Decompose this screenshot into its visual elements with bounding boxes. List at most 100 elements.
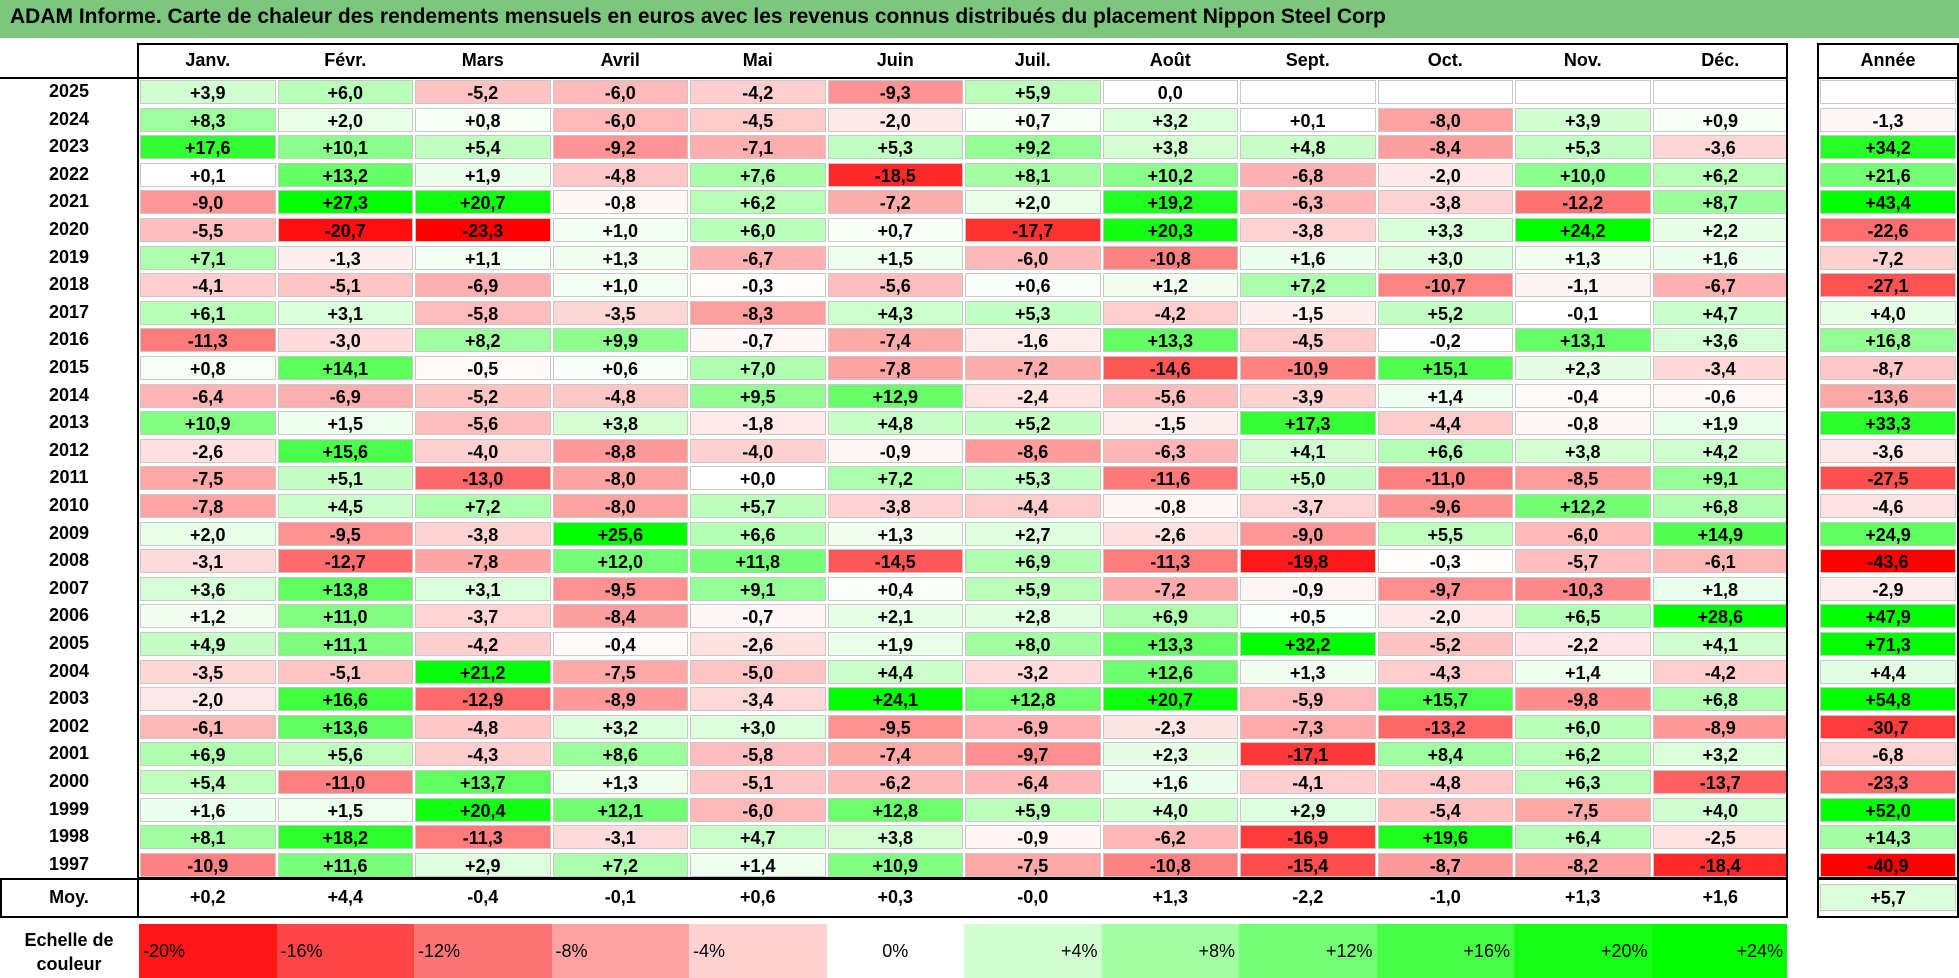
- row-year-label: 2006: [48, 605, 90, 626]
- heatmap-cell: +18,2: [277, 825, 413, 850]
- annual-cell: -13,6: [1820, 383, 1956, 408]
- heatmap-cell: -2,3: [1102, 714, 1238, 739]
- heatmap-cell: +16,6: [277, 687, 413, 712]
- average-cell: +4,4: [327, 887, 364, 907]
- heatmap-cell: -11,3: [1102, 549, 1238, 574]
- heatmap-cell: -6,4: [140, 383, 276, 408]
- row-year-label: 2013: [48, 412, 90, 433]
- heatmap-cell: +1,5: [277, 797, 413, 822]
- heatmap-cell: -11,3: [140, 328, 276, 353]
- heatmap-cell: -13,2: [1377, 714, 1513, 739]
- row-year-label: 2012: [48, 439, 90, 460]
- column-header: Mai: [742, 50, 773, 70]
- heatmap-cell: -10,7: [1377, 273, 1513, 298]
- heatmap-cell: -6,0: [552, 80, 688, 104]
- heatmap-cell: +0,4: [827, 576, 963, 601]
- scale-cell: +24%: [1651, 924, 1787, 978]
- heatmap-cell: +6,2: [1515, 742, 1651, 767]
- heatmap-cell: +5,3: [965, 300, 1101, 325]
- heatmap-cell: +6,2: [690, 190, 826, 215]
- heatmap-cell: -8,3: [690, 300, 826, 325]
- average-cell: -1,0: [1429, 887, 1461, 907]
- annual-cell: -40,9: [1820, 852, 1956, 877]
- chart-title: ADAM Informe. Carte de chaleur des rende…: [10, 5, 1386, 28]
- heatmap-cell: +1,5: [827, 245, 963, 270]
- heatmap-cell: +27,3: [277, 190, 413, 215]
- heatmap-cell: +3,8: [1102, 135, 1238, 160]
- annual-cell: -8,7: [1820, 356, 1956, 380]
- heatmap-cell: +1,3: [827, 521, 963, 546]
- scale-label: Echelle de couleur: [24, 930, 114, 974]
- heatmap-cell: -0,4: [1515, 383, 1651, 408]
- row-year-label: 1999: [48, 798, 90, 819]
- heatmap-cell: +0,0: [690, 466, 826, 491]
- heatmap-cell: +5,3: [827, 135, 963, 160]
- heatmap-cell: -7,2: [827, 190, 963, 215]
- column-header: Févr.: [324, 50, 367, 70]
- heatmap-cell: +1,3: [552, 770, 688, 794]
- heatmap-cell: -9,7: [965, 742, 1101, 767]
- heatmap-cell: -5,1: [277, 659, 413, 684]
- annual-cell: -30,7: [1820, 714, 1956, 739]
- heatmap-cell: -3,4: [1652, 356, 1788, 380]
- heatmap-cell: -2,0: [1377, 162, 1513, 187]
- heatmap-cell: +25,6: [552, 521, 688, 546]
- heatmap-cell: -5,9: [1240, 687, 1376, 712]
- heatmap-cell: -8,7: [1377, 852, 1513, 877]
- heatmap-cell: +13,1: [1515, 328, 1651, 353]
- heatmap-cell: -7,3: [1240, 714, 1376, 739]
- heatmap-cell: -7,5: [552, 659, 688, 684]
- heatmap-cell: -7,1: [690, 135, 826, 160]
- heatmap-cell: +2,7: [965, 521, 1101, 546]
- heatmap-cell: +5,4: [415, 135, 551, 160]
- row-year-label: 2011: [49, 467, 89, 488]
- annual-cell: -6,8: [1820, 742, 1956, 767]
- heatmap-cell: -9,5: [277, 521, 413, 546]
- heatmap-cell: -5,2: [415, 80, 551, 104]
- heatmap-cell: -11,0: [1377, 466, 1513, 491]
- heatmap-cell: +3,0: [690, 714, 826, 739]
- heatmap-cell: -0,7: [690, 328, 826, 353]
- average-cell: +1,3: [1152, 887, 1189, 907]
- heatmap-cell: -3,7: [1240, 494, 1376, 518]
- heatmap-cell: -1,5: [1240, 300, 1376, 325]
- heatmap-cell: -7,8: [827, 356, 963, 380]
- row-year-label: 2002: [48, 715, 90, 736]
- heatmap-cell: -8,2: [1515, 852, 1651, 877]
- heatmap-cell: -0,6: [1652, 383, 1788, 408]
- heatmap-cell: -1,6: [965, 328, 1101, 353]
- average-row-label: Moy.: [49, 887, 89, 907]
- heatmap-cell: -17,1: [1240, 742, 1376, 767]
- heatmap-cell: -0,9: [965, 825, 1101, 850]
- heatmap-cell: -4,0: [415, 438, 551, 463]
- heatmap-cell: +0,8: [140, 356, 276, 380]
- heatmap-cell: +4,8: [827, 411, 963, 436]
- heatmap-cell: -12,9: [415, 687, 551, 712]
- heatmap-cell: +10,0: [1515, 162, 1651, 187]
- heatmap-cell: -4,2: [690, 80, 826, 104]
- heatmap-cell: -3,8: [827, 494, 963, 518]
- heatmap-cell: +24,1: [827, 687, 963, 712]
- heatmap-cell: +7,6: [690, 162, 826, 187]
- heatmap-cell: +5,5: [1377, 521, 1513, 546]
- heatmap-cell: +2,2: [1652, 218, 1788, 242]
- heatmap-cell: +7,2: [415, 494, 551, 518]
- heatmap-cell: +1,9: [827, 632, 963, 656]
- heatmap-cell: +1,3: [1515, 245, 1651, 270]
- heatmap-cell: +17,6: [140, 135, 276, 160]
- scale-cell: +16%: [1376, 924, 1514, 978]
- heatmap-cell: +3,1: [415, 576, 551, 601]
- heatmap-cell: -13,7: [1652, 770, 1788, 794]
- heatmap-cell: +1,8: [1652, 576, 1788, 601]
- average-cell: +0,6: [739, 887, 776, 907]
- heatmap-cell: -19,8: [1240, 549, 1376, 574]
- average-cell: +0,2: [189, 887, 226, 907]
- heatmap-cell: +3,9: [140, 80, 276, 104]
- heatmap-cell: +6,6: [1377, 438, 1513, 463]
- heatmap-cell: +7,2: [1240, 273, 1376, 298]
- heatmap-cell: -5,2: [1377, 632, 1513, 656]
- heatmap-cell: +3,8: [827, 825, 963, 850]
- heatmap-cell: +11,1: [277, 632, 413, 656]
- heatmap-cell: -0,5: [415, 356, 551, 380]
- heatmap-cell: +4,0: [1652, 797, 1788, 822]
